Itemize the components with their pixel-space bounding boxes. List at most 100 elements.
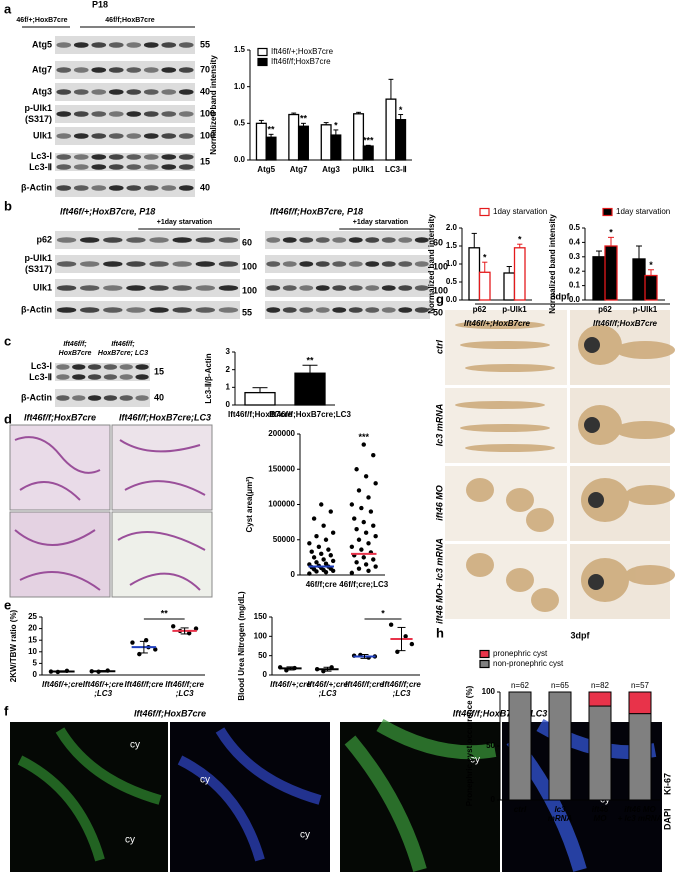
panel-letter: a [4, 1, 12, 16]
marker-size: 100 [433, 285, 448, 295]
y-tick-label: 20 [28, 624, 37, 633]
band [149, 261, 169, 267]
band [91, 111, 107, 117]
point [366, 568, 371, 573]
bar [513, 247, 526, 301]
band [108, 67, 124, 73]
y-tick-label: 50 [486, 741, 495, 750]
blot-row-label: Lc3-Ⅰ [31, 361, 52, 371]
y-tick-label: 100 [254, 631, 268, 640]
bar [395, 119, 407, 161]
x-tick-label: ift46 [592, 805, 609, 814]
point [307, 541, 312, 546]
legend-label: Ift46f/+;HoxB7cre [271, 47, 334, 56]
band [299, 237, 314, 243]
y-tick-label: 1.0 [446, 259, 458, 268]
point [319, 502, 324, 507]
band [126, 133, 142, 139]
y-axis-label: 2KW/TBW ratio (%) [9, 609, 18, 682]
point [330, 530, 336, 535]
n-label: n=65 [551, 681, 570, 690]
bar [632, 258, 646, 301]
band [73, 164, 89, 170]
point [356, 566, 362, 571]
band [91, 185, 107, 191]
point [314, 534, 319, 539]
embryo-eyes [584, 337, 604, 590]
band [73, 111, 89, 117]
band [108, 164, 124, 170]
blot-age: P18 [92, 0, 108, 9]
point [153, 647, 158, 652]
band [299, 285, 314, 291]
point [309, 549, 314, 554]
tissue-signal [177, 727, 322, 862]
y-tick-label: 0 [491, 795, 496, 804]
y-tick-label: 2 [226, 365, 231, 374]
band [161, 89, 177, 95]
bar [265, 136, 277, 161]
band [56, 364, 70, 370]
panel-letter: e [4, 597, 11, 612]
y-tick-label: 3 [226, 347, 231, 356]
blot-row-label: Atg3 [32, 86, 52, 96]
band [56, 133, 72, 139]
band [87, 374, 102, 380]
panel-letter: g [436, 291, 444, 306]
band [365, 307, 380, 313]
band [398, 307, 413, 313]
blot-row-label: p62 [36, 234, 52, 244]
significance: ** [300, 114, 308, 124]
y-tick-label: 100000 [268, 500, 295, 509]
band [143, 164, 159, 170]
band [332, 237, 347, 243]
band [143, 185, 159, 191]
y-tick-label: 0.5 [446, 277, 458, 286]
band [91, 89, 107, 95]
band [315, 261, 330, 267]
band [108, 133, 124, 139]
band [149, 307, 169, 313]
band [56, 237, 77, 243]
band [126, 185, 142, 191]
x-axis-label: Ift46f/+;HoxB7cre [464, 319, 531, 328]
y-tick-label: 0 [263, 670, 268, 679]
band [161, 133, 177, 139]
band [365, 261, 380, 267]
band [126, 285, 146, 291]
band [56, 154, 72, 160]
point [328, 553, 333, 558]
y-tick-label: 0.4 [569, 238, 581, 247]
point [311, 555, 317, 560]
band [79, 285, 100, 291]
bar [592, 256, 606, 301]
point [193, 626, 199, 631]
row-label: ift46 MO+ lc3 mRNA [434, 538, 444, 624]
blot-group: Ift46f/f; [111, 341, 134, 348]
band [414, 307, 429, 313]
band [332, 307, 347, 313]
bar [644, 274, 658, 301]
point [349, 570, 355, 576]
legend-label: 1day starvation [493, 207, 547, 216]
band [365, 285, 380, 291]
band [218, 237, 239, 243]
y-axis-label: Blood Urea Nitrogen (mg/dL) [237, 591, 246, 701]
x-tick-label: Ift46f/f;cre [125, 680, 164, 689]
band [91, 154, 107, 160]
y-axis-label: Lc3-Ⅱ/β-Actin [204, 353, 213, 403]
n-label: n=57 [631, 681, 650, 690]
band [348, 307, 363, 313]
blot-row-label: (S317) [25, 264, 52, 274]
point [323, 561, 329, 566]
bar [294, 372, 326, 406]
significance: * [381, 608, 385, 618]
point [311, 516, 317, 521]
x-tick-label: Ift46f/f;HoxB7cre;LC3 [269, 410, 351, 419]
blot-group: HoxB7cre [59, 350, 92, 357]
x-tick-label: Ift46f/+;cre [270, 680, 311, 689]
bar-segment [548, 691, 572, 801]
embryo-image [445, 466, 567, 541]
blot-row-label: p-Ulk1 [24, 103, 52, 113]
band [161, 111, 177, 117]
